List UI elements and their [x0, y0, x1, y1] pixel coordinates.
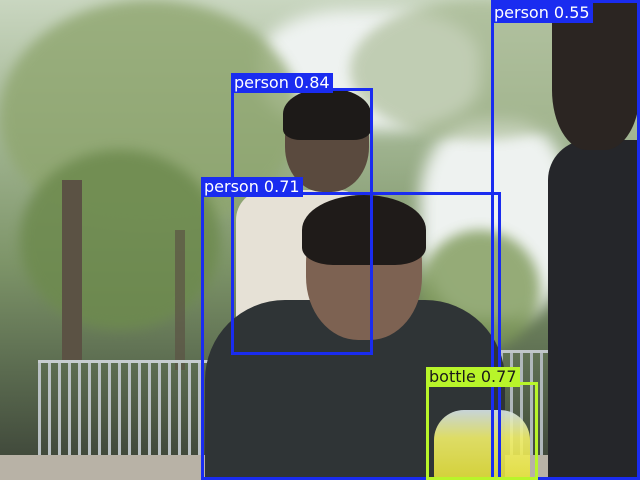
detection-box-person: person 0.55: [491, 0, 640, 480]
detection-label: person 0.84: [231, 73, 333, 93]
fence-railing: [38, 360, 208, 458]
tree-trunk: [175, 230, 185, 370]
detection-box-person: person 0.84: [231, 73, 373, 355]
bottle: [434, 410, 530, 480]
person-seated-hair: [302, 195, 426, 265]
detection-label: person 0.55: [491, 3, 593, 23]
tree-canopy: [20, 150, 220, 330]
detection-label: person 0.71: [201, 177, 303, 197]
person-standing-hair: [283, 88, 371, 140]
person-right-body: [548, 140, 640, 480]
detection-box-bottle: bottle 0.77: [426, 367, 538, 480]
detection-box-person: person 0.71: [201, 177, 501, 480]
tree-trunk: [62, 180, 82, 360]
detection-label: bottle 0.77: [426, 367, 520, 387]
person-right-head: [552, 0, 640, 150]
